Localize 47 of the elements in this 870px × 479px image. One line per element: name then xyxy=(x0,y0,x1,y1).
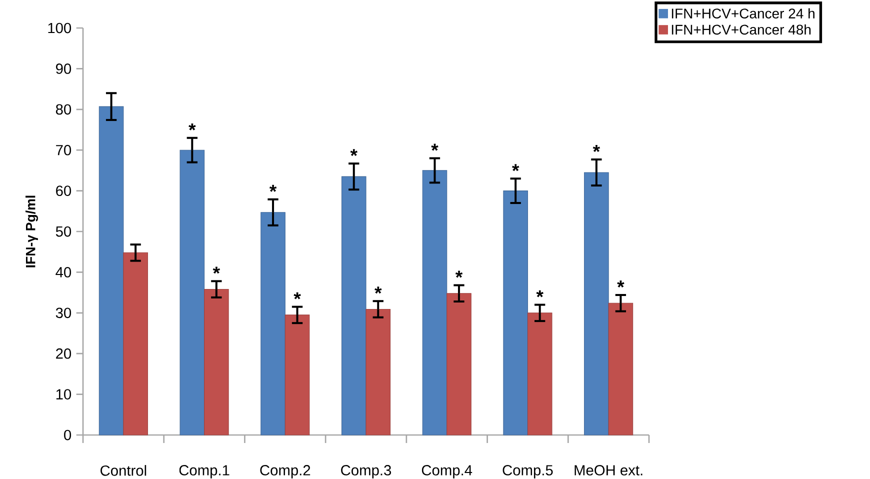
y-tick-label: 80 xyxy=(56,104,72,115)
bar xyxy=(422,170,448,436)
x-tick-label: Comp.2 xyxy=(260,465,310,478)
y-tick-label: 20 xyxy=(56,348,72,359)
x-tick-label: Comp.4 xyxy=(422,465,472,478)
y-tick-label: 50 xyxy=(56,226,72,237)
x-tick-label: Comp.3 xyxy=(341,465,392,478)
bar xyxy=(260,212,286,436)
annotation: * xyxy=(536,290,544,298)
bar xyxy=(180,150,205,436)
annotation: * xyxy=(269,184,277,192)
annotation: * xyxy=(188,123,196,130)
y-tick-label: 70 xyxy=(56,144,72,156)
annotation: * xyxy=(431,144,438,151)
y-tick-label: 0 xyxy=(64,430,72,440)
y-axis-title: IFN-γ Pg/ml xyxy=(26,196,38,268)
legend-label: IFN+HCV+Cancer 48h xyxy=(672,24,811,35)
bar xyxy=(98,106,124,436)
annotation: * xyxy=(350,149,358,156)
annotation: * xyxy=(592,145,600,152)
annotation: * xyxy=(374,286,382,294)
annotation: * xyxy=(617,280,624,288)
y-tick-label: 100 xyxy=(48,22,72,34)
x-tick-label: Comp.1 xyxy=(179,465,230,478)
bar xyxy=(204,289,229,436)
bar xyxy=(284,314,310,436)
x-tick-label: Control xyxy=(100,465,146,476)
y-tick-label: 40 xyxy=(56,267,72,278)
annotation: * xyxy=(455,270,463,278)
y-tick-label: 10 xyxy=(56,389,72,400)
y-tick-label: 90 xyxy=(56,64,72,74)
bar xyxy=(366,308,391,436)
bar xyxy=(123,252,148,436)
legend-label: IFN+HCV+Cancer 24 h xyxy=(672,8,814,18)
y-tick-label: 30 xyxy=(56,308,72,318)
x-tick-label: MeOH ext. xyxy=(574,465,642,476)
annotation: * xyxy=(294,292,301,300)
annotation: * xyxy=(212,266,220,274)
bar xyxy=(527,312,552,436)
annotation: * xyxy=(512,164,520,172)
bar xyxy=(608,302,634,436)
bar xyxy=(446,293,472,436)
x-tick-label: Comp.5 xyxy=(502,465,553,478)
bar xyxy=(503,190,528,436)
bar xyxy=(584,172,609,436)
bar xyxy=(341,176,366,436)
y-tick-label: 60 xyxy=(56,186,72,196)
